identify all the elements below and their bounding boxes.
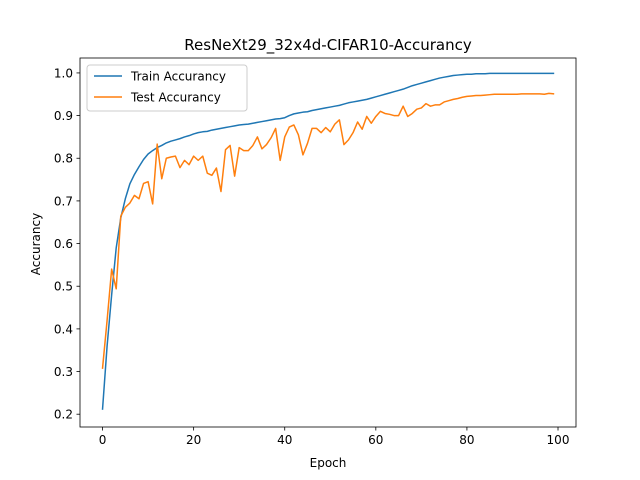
legend-label-0: Train Accurancy bbox=[130, 70, 226, 84]
x-tick-label: 0 bbox=[99, 433, 107, 447]
legend-label-1: Test Accurancy bbox=[130, 91, 221, 105]
y-tick-label: 0.9 bbox=[54, 109, 73, 123]
axes-frame bbox=[79, 57, 577, 428]
legend: Train Accurancy Test Accurancy bbox=[86, 64, 248, 112]
y-tick-label: 0.5 bbox=[54, 280, 73, 294]
x-tick-label: 60 bbox=[368, 433, 383, 447]
series-line-0 bbox=[101, 72, 555, 410]
y-tick-label: 0.7 bbox=[54, 194, 73, 208]
x-axis: 0 20 40 60 80 100 bbox=[99, 427, 570, 447]
y-tick-label: 1.0 bbox=[54, 66, 73, 80]
y-tick-label: 0.6 bbox=[54, 237, 73, 251]
x-tick-label: 20 bbox=[186, 433, 201, 447]
y-tick-label: 0.8 bbox=[54, 152, 73, 166]
x-tick-label: 40 bbox=[277, 433, 292, 447]
series-line-1 bbox=[101, 92, 555, 369]
y-axis-label: Accurancy bbox=[29, 213, 43, 275]
x-tick-label: 80 bbox=[459, 433, 474, 447]
legend-box bbox=[86, 64, 248, 112]
y-axis: 0.2 0.3 0.4 0.5 0.6 0.7 0.8 0.9 1.0 bbox=[54, 66, 80, 422]
plot-area bbox=[79, 57, 577, 428]
chart-title: ResNeXt29_32x4d-CIFAR10-Accurancy bbox=[184, 36, 472, 55]
y-tick-label: 0.3 bbox=[54, 365, 73, 379]
y-tick-label: 0.2 bbox=[54, 408, 73, 422]
y-tick-label: 0.4 bbox=[54, 322, 73, 336]
x-tick-label: 100 bbox=[547, 433, 570, 447]
x-axis-label: Epoch bbox=[310, 456, 347, 470]
